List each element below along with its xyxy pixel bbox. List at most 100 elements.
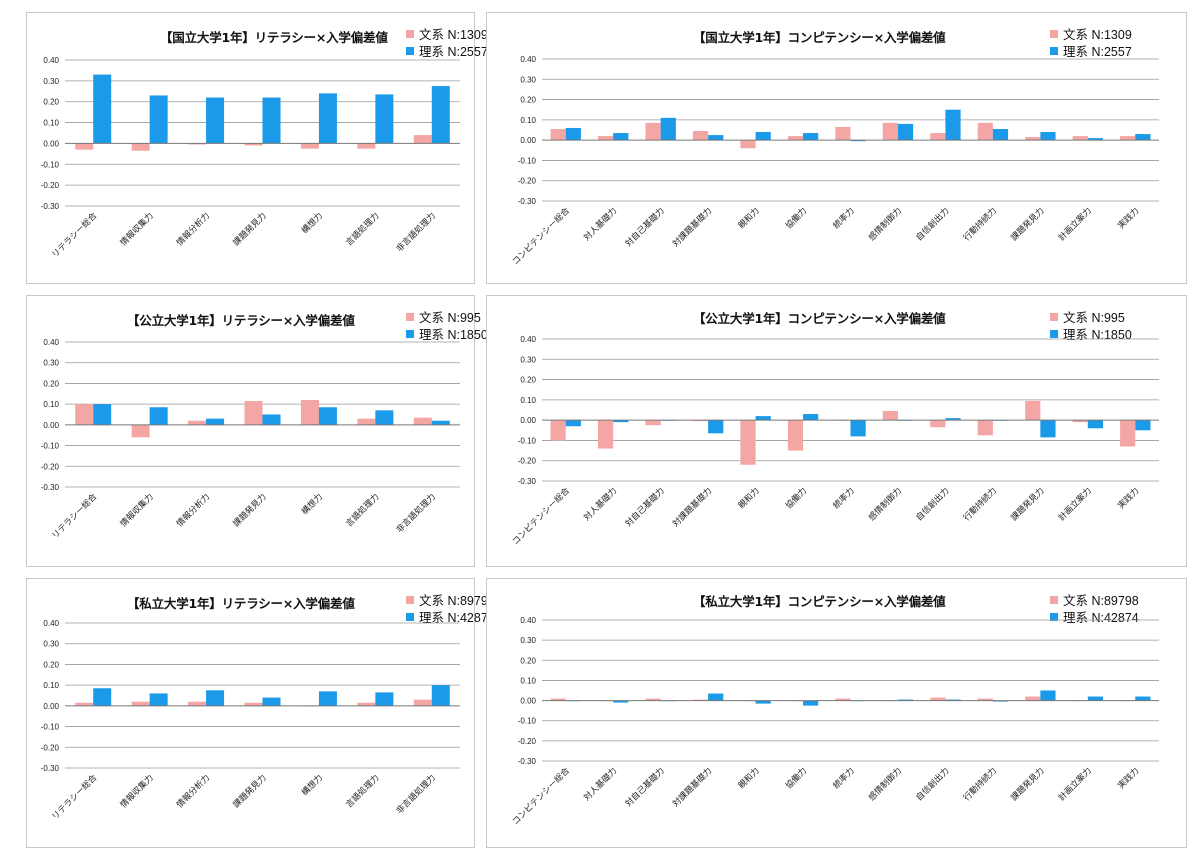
x-category-label: 構想力 <box>299 772 325 798</box>
y-tick-label: -0.30 <box>41 483 60 492</box>
chart-title: 【公立大学1年】リテラシー×入学偏差値 <box>127 313 355 328</box>
legend-entry: 理系 N:2557 <box>1050 42 1132 59</box>
x-category-label: 情報収集力 <box>118 491 156 529</box>
bar-rikei <box>1040 690 1056 701</box>
legend-swatch <box>1050 312 1058 321</box>
chart-svg: 0.40 0.30 0.20 0.10 0.00 -0.10 -0.20 -0.30コンピテン… <box>510 55 1159 267</box>
bar-rikei <box>206 690 225 706</box>
bar-rikei <box>149 693 168 706</box>
y-tick-label: 0.10 <box>520 676 536 685</box>
bar-rikei <box>850 140 866 142</box>
x-category-label: リテラシー総合 <box>50 772 100 822</box>
legend-swatch <box>406 46 414 55</box>
bar-rikei <box>375 94 394 144</box>
legend-entry: 理系 N:42874 <box>406 608 495 625</box>
legend-entry: 文系 N:89798 <box>406 591 495 608</box>
legend-label: 理系 N:2557 <box>1063 45 1132 59</box>
x-category-label: 言語処理力 <box>344 210 382 248</box>
y-tick-label: -0.10 <box>518 436 537 445</box>
bar-bunkei <box>835 698 851 701</box>
y-tick-label: 0.00 <box>520 136 536 145</box>
y-tick-label: 0.40 <box>43 619 59 628</box>
bar-rikei <box>1087 696 1103 701</box>
x-category-label: リテラシー総合 <box>50 491 100 541</box>
chart-legend: 文系 N:89798 理系 N:42874 <box>406 591 495 625</box>
y-tick-label: 0.30 <box>43 77 59 86</box>
legend-swatch <box>1050 612 1058 621</box>
x-category-label: 計画立案力 <box>1056 205 1094 243</box>
bar-rikei <box>945 418 961 421</box>
x-category-label: 非言語処理力 <box>394 772 438 816</box>
x-category-label: 感情制御力 <box>866 765 904 803</box>
legend-label: 文系 N:1309 <box>419 28 488 42</box>
x-category-label: リテラシー総合 <box>50 210 100 260</box>
x-category-label: 情報分析力 <box>174 210 212 248</box>
y-tick-label: 0.30 <box>43 359 59 368</box>
x-category-label: 非言語処理力 <box>394 210 438 254</box>
bar-bunkei <box>188 701 207 706</box>
bar-bunkei <box>357 418 376 425</box>
y-tick-label: 0.20 <box>520 376 536 385</box>
bar-bunkei <box>787 420 804 451</box>
x-category-label: 統率力 <box>831 765 857 791</box>
bar-bunkei <box>930 420 946 428</box>
x-category-label: 課題発見力 <box>231 772 269 810</box>
bar-rikei <box>206 418 225 425</box>
bar-bunkei <box>413 417 432 425</box>
x-category-label: 情報収集力 <box>118 210 156 248</box>
bar-bunkei <box>977 122 993 141</box>
bar-bunkei <box>977 698 993 701</box>
bar-rikei <box>1135 134 1151 141</box>
bar-rikei <box>1040 132 1056 141</box>
legend-swatch <box>406 595 414 604</box>
bar-bunkei <box>692 420 709 422</box>
legend-swatch <box>406 612 414 621</box>
x-category-label: 情報分析力 <box>174 772 212 810</box>
x-category-label: 感情制御力 <box>866 485 904 523</box>
y-tick-label: 0.20 <box>43 98 59 107</box>
bar-rikei <box>897 699 914 701</box>
chart-svg: 0.40 0.30 0.20 0.10 0.00 -0.10 -0.20 -0.30リテラシー… <box>41 338 460 541</box>
x-category-label: 自信創出力 <box>914 205 952 243</box>
legend-swatch <box>1050 595 1058 604</box>
y-tick-label: 0.00 <box>520 697 536 706</box>
bar-rikei <box>149 407 168 425</box>
bar-rikei <box>431 86 450 144</box>
bar-bunkei <box>413 135 432 144</box>
x-category-label: 自信創出力 <box>914 765 952 803</box>
x-category-label: 行動持続力 <box>961 485 999 523</box>
bar-rikei <box>318 407 337 425</box>
bar-bunkei <box>1120 420 1136 447</box>
bar-bunkei <box>413 699 432 706</box>
legend-label: 文系 N:995 <box>1063 311 1125 325</box>
bar-rikei <box>262 97 281 144</box>
y-tick-label: -0.20 <box>518 737 537 746</box>
bar-rikei <box>708 693 724 701</box>
chart-title: 【私立大学1年】リテラシー×入学偏差値 <box>127 596 355 611</box>
bar-rikei <box>565 420 581 427</box>
x-category-label: コンピテンシー総合 <box>510 205 572 267</box>
y-tick-label: -0.10 <box>41 442 60 451</box>
bar-rikei <box>755 132 771 141</box>
x-category-label: 言語処理力 <box>344 491 382 529</box>
x-category-label: 対人基礎力 <box>581 765 619 803</box>
x-category-label: 親和力 <box>736 485 762 511</box>
chart-legend: 文系 N:995 理系 N:1850 <box>1050 308 1132 342</box>
bar-rikei <box>1087 420 1103 429</box>
bar-rikei <box>803 414 819 421</box>
x-category-label: 行動持続力 <box>961 765 999 803</box>
bar-bunkei <box>550 128 566 141</box>
bar-bunkei <box>357 702 376 706</box>
bar-rikei <box>93 74 112 144</box>
bar-bunkei <box>550 420 566 441</box>
bar-rikei <box>206 97 225 144</box>
legend-entry: 文系 N:995 <box>406 308 488 325</box>
x-category-label: 構想力 <box>299 491 325 517</box>
y-tick-label: 0.40 <box>520 616 536 625</box>
x-category-label: 統率力 <box>831 485 857 511</box>
x-category-label: 情報収集力 <box>118 772 156 810</box>
y-tick-label: -0.20 <box>41 462 60 471</box>
legend-entry: 文系 N:89798 <box>1050 591 1139 608</box>
x-category-label: 対課題基礎力 <box>670 205 714 249</box>
bar-bunkei <box>1025 137 1041 141</box>
